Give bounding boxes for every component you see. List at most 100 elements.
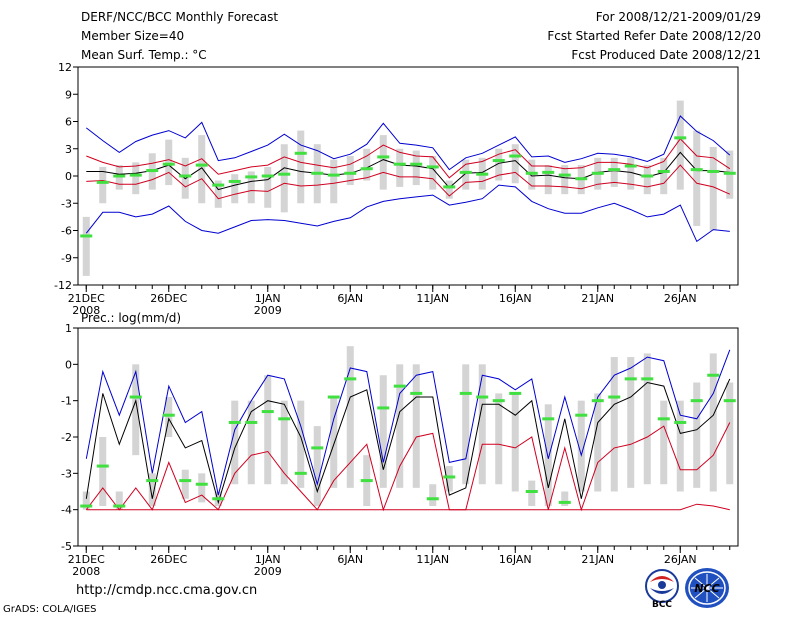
precip-spread-bar (264, 375, 272, 485)
temp-xtick-label: 21JAN (581, 292, 614, 305)
precip-spread-bar (594, 393, 602, 492)
precip-xtick-label: 21DEC (68, 553, 105, 566)
temp-median-mark (690, 168, 703, 172)
temp-median-mark (591, 171, 604, 175)
temp-median-mark (245, 175, 258, 179)
temp-ytick-label: 6 (65, 116, 72, 129)
precip-ytick-label: -5 (61, 540, 72, 553)
temp-line-mean (86, 151, 730, 191)
temp-line-min (85, 184, 730, 243)
temp-median-mark (80, 234, 93, 238)
precip-spread-bar (280, 400, 288, 485)
temp-median-mark (179, 174, 192, 178)
temp-spread-bar (82, 216, 90, 276)
temp-xtick-label: 6JAN (337, 292, 363, 305)
member-size-label: Member Size=40 (81, 29, 185, 43)
ncc-logo-text: NCC (694, 582, 719, 595)
precip-ytick-label: -3 (61, 467, 72, 480)
precip-spread-bar (181, 469, 189, 499)
precip-median-mark (707, 373, 720, 377)
precip-spread-bar (313, 426, 321, 507)
temp-line-lower (86, 164, 731, 200)
temp-spread-bar (214, 180, 222, 208)
fcst-produced-date: Fcst Produced Date 2008/12/21 (571, 48, 761, 62)
precip-median-mark (723, 399, 736, 403)
precip-spread-bar (115, 491, 123, 510)
temp-median-mark (641, 174, 654, 178)
precip-median-mark (327, 395, 340, 399)
temp-ytick-label: -3 (61, 197, 72, 210)
precip-median-mark (228, 420, 241, 424)
temp-median-mark (476, 172, 489, 176)
temp-spread-bar (544, 165, 552, 195)
precip-median-mark (377, 406, 390, 410)
temp-median-mark (278, 172, 291, 176)
precip-xtick-label: 26DEC (150, 553, 187, 566)
precip-median-mark (146, 479, 159, 483)
temp-xtick-label: 11JAN (416, 292, 449, 305)
precip-median-mark (509, 391, 522, 395)
precip-spread-bar (478, 364, 486, 485)
bcc-logo-text: BCC (652, 600, 672, 610)
temp-median-mark (344, 171, 357, 175)
temp-median-mark (426, 165, 439, 169)
precip-median-mark (162, 413, 175, 417)
temp-xtick-label: 21DEC (68, 292, 105, 305)
precip-spread-bar (429, 484, 437, 507)
precip-median-mark (129, 395, 142, 399)
precip-spread-bar (726, 382, 734, 485)
temp-median-mark (657, 169, 670, 173)
temp-median-mark (146, 169, 159, 173)
precip-spread-bar (528, 480, 536, 507)
precip-spread-bar (462, 364, 470, 485)
precip-xtick-label: 16JAN (499, 553, 532, 566)
temp-median-mark (311, 171, 324, 175)
temp-spread-bar (165, 139, 173, 186)
temp-median-mark (443, 185, 456, 189)
grads-credit: GrADS: COLA/IGES (3, 604, 97, 615)
temp-spread-bar (396, 148, 404, 187)
temp-median-mark (377, 155, 390, 159)
precip-median-mark (525, 490, 538, 493)
temp-xtick-label: 26DEC (150, 292, 187, 305)
precip-median-mark (113, 504, 126, 508)
precip-chart-title: Prec.: log(mm/d) (81, 311, 182, 325)
precip-median-mark (96, 464, 109, 468)
temp-median-mark (492, 159, 505, 163)
precip-line-min (85, 422, 731, 512)
fcst-started-date: Fcst Started Refer Date 2008/12/20 (547, 29, 761, 43)
precip-ytick-label: -2 (61, 431, 72, 444)
temp-median-mark (608, 168, 621, 172)
temp-line-upper (86, 138, 731, 179)
temp-median-mark (410, 162, 423, 166)
precip-spread-bar (511, 393, 519, 492)
precip-median-mark (360, 479, 373, 483)
temp-spread-bar (363, 148, 371, 181)
temp-median-mark (575, 177, 588, 181)
precip-spread-bar (82, 491, 90, 510)
precip-spread-bar (577, 400, 585, 492)
precip-median-mark (459, 391, 472, 395)
precip-ytick-label: 0 (65, 358, 72, 371)
temp-median-mark (525, 171, 538, 175)
temp-median-mark (558, 173, 571, 177)
precip-median-mark (261, 410, 274, 414)
precip-xtick-label: 6JAN (337, 553, 363, 566)
bcc-logo: BCC (645, 569, 679, 610)
precip-line-zero_floor (86, 503, 730, 511)
temp-median-mark (327, 173, 340, 177)
temp-spread-bar (709, 146, 717, 231)
temp-spread-bar (379, 135, 387, 190)
source-url[interactable]: http://cmdp.ncc.cma.gov.cn (76, 583, 258, 598)
temp-line-max (85, 115, 731, 171)
precip-ytick-label: 1 (65, 322, 72, 335)
chart-title: DERF/NCC/BCC Monthly Forecast (81, 10, 279, 24)
precip-median-mark (492, 399, 505, 403)
precip-spread-bar (561, 491, 569, 507)
precip-xtick-label: 1JAN (255, 553, 281, 566)
temp-ytick-label: 3 (65, 143, 72, 156)
precip-median-mark (195, 482, 208, 486)
